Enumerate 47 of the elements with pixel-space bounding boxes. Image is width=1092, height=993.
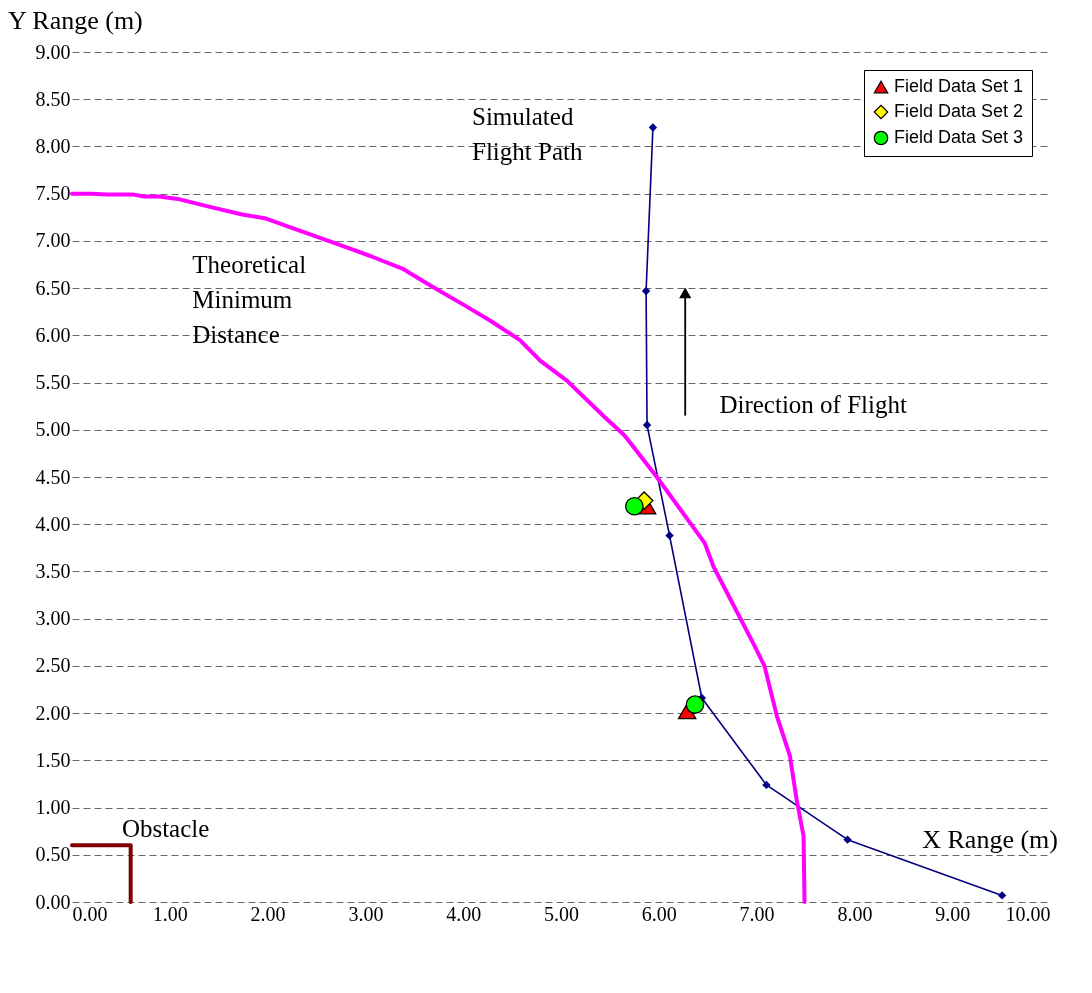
- y-tick-label: 1.50: [35, 748, 71, 771]
- x-tick-label: 9.00: [935, 902, 971, 925]
- series-label: Theoretical Minimum Distance: [192, 251, 307, 349]
- series-label: Obstacle: [121, 815, 210, 843]
- y-tick-label: 2.00: [35, 701, 71, 724]
- point: [625, 496, 644, 516]
- x-tick-label: 5.00: [544, 902, 579, 925]
- y-tick-label: 6.00: [35, 323, 71, 346]
- point: [843, 835, 852, 844]
- y-tick-label: 8.00: [35, 134, 71, 157]
- x-tick-label: 2.00: [250, 902, 286, 925]
- text: Simulated Flight Path: [472, 103, 583, 166]
- y-tick-label: 5.00: [35, 418, 71, 441]
- y-tick-label: 0.50: [35, 843, 71, 866]
- x-axis-title: X Range (m): [922, 825, 1058, 854]
- y-tick-label: 5.50: [35, 371, 71, 394]
- y-tick-label: 4.50: [35, 465, 71, 488]
- legend-label: Field Data Set 1: [894, 76, 1024, 96]
- y-tick-label: 7.50: [35, 182, 71, 205]
- point: [641, 286, 651, 296]
- point: [997, 891, 1007, 900]
- point: [665, 531, 674, 540]
- x-tick-label: 0.00: [72, 902, 108, 925]
- x-tick-label: 3.00: [348, 902, 384, 925]
- point: [648, 123, 658, 132]
- y-axis-title: Y Range (m): [8, 6, 143, 35]
- x-tick-label: 4.00: [446, 902, 482, 925]
- x-tick-label: 1.00: [152, 902, 188, 925]
- y-tick-label: 3.50: [35, 559, 71, 582]
- x-tick-label: 7.00: [739, 902, 775, 925]
- x-tick-label: 6.00: [641, 902, 677, 925]
- x-tick-label: 10.00: [1005, 902, 1051, 925]
- y-tick-label: 4.00: [35, 512, 71, 535]
- legend-label: Field Data Set 3: [894, 127, 1024, 147]
- y-tick-label: 1.00: [35, 796, 71, 819]
- annotation: Direction of Flight: [719, 391, 907, 419]
- y-tick-label: 9.00: [35, 40, 71, 63]
- y-tick-label: 6.50: [35, 276, 71, 299]
- y-tick-label: 2.50: [35, 654, 71, 677]
- y-tick-label: 3.00: [35, 607, 71, 630]
- point: [642, 420, 652, 430]
- point: [762, 780, 771, 790]
- legend-label: Field Data Set 2: [894, 101, 1024, 121]
- point: [685, 695, 705, 714]
- y-tick-label: 8.50: [35, 87, 71, 110]
- y-tick-label: 7.00: [35, 229, 71, 252]
- x-tick-label: 8.00: [837, 902, 873, 925]
